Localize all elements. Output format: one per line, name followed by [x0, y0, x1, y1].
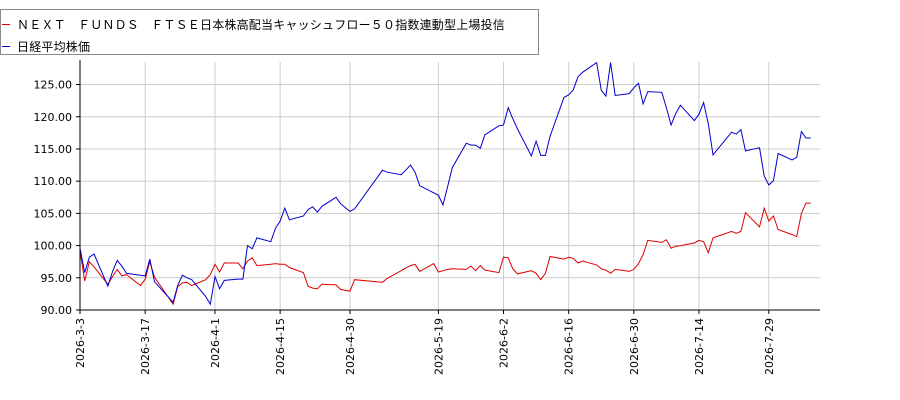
- series-group: [79, 61, 811, 306]
- legend-swatch-nikkei: [2, 45, 10, 47]
- legend-label-nikkei: 日経平均株価: [17, 39, 91, 54]
- y-tick-label: 105.00: [34, 207, 73, 220]
- y-tick-label: 120.00: [34, 111, 73, 124]
- legend-item-fund: ＮＥＸＴ ＦＵＮＤＳ ＦＴＳＥ日本株高配当キャッシュフロー５０指数連動型上場投信: [1, 16, 505, 32]
- x-tick-label: 2026-7-14: [693, 318, 706, 375]
- x-tick-label: 2026-4-30: [344, 318, 357, 375]
- x-tick-label: 2026-3-3: [74, 318, 87, 368]
- legend-label-fund: ＮＥＸＴ ＦＵＮＤＳ ＦＴＳＥ日本株高配当キャッシュフロー５０指数連動型上場投信: [17, 17, 506, 32]
- y-tick-label: 90.00: [41, 304, 73, 317]
- x-tick-label: 2026-5-19: [432, 318, 445, 375]
- x-tick-label: 2026-6-2: [498, 318, 511, 368]
- legend-swatch-fund: [2, 23, 10, 25]
- y-tick-label: 95.00: [41, 272, 73, 285]
- y-tick-label: 110.00: [34, 175, 73, 188]
- grid: [80, 62, 820, 310]
- x-tick-label: 2026-7-29: [763, 318, 776, 375]
- y-tick-label: 125.00: [34, 79, 73, 92]
- y-tick-label: 100.00: [34, 240, 73, 253]
- y-axis-tick-labels: 90.00 95.00 100.00 105.00 110.00 115.00 120.00…: [34, 79, 73, 317]
- x-tick-label: 2026-6-16: [563, 318, 576, 375]
- x-tick-label: 2026-3-17: [139, 318, 152, 375]
- x-tick-label: 2026-6-30: [628, 318, 641, 375]
- x-axis-tick-labels: 2026-3-3 2026-3-17 2026-4-1 2026-4-15 2026-4…: [74, 318, 776, 375]
- legend: ＮＥＸＴ ＦＵＮＤＳ ＦＴＳＥ日本株高配当キャッシュフロー５０指数連動型上場投信…: [0, 9, 539, 55]
- series-line-fund: [79, 202, 811, 306]
- axes: [76, 60, 820, 314]
- x-tick-label: 2026-4-1: [209, 318, 222, 368]
- legend-item-nikkei: 日経平均株価: [1, 38, 90, 54]
- x-tick-label: 2026-4-15: [274, 318, 287, 375]
- series-line-nikkei: [79, 61, 811, 306]
- y-tick-label: 115.00: [34, 143, 73, 156]
